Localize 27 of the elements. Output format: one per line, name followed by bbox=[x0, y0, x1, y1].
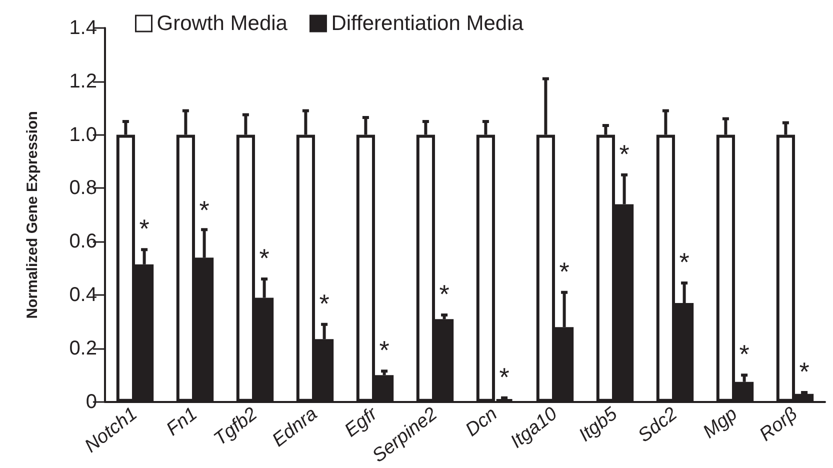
y-tick-label: 0.2 bbox=[69, 337, 97, 360]
y-tick-label: 0.8 bbox=[69, 177, 97, 200]
annotation: * bbox=[439, 279, 450, 310]
y-tick-label: 1.4 bbox=[69, 17, 97, 39]
y-tick-label: 0.4 bbox=[69, 284, 97, 306]
annotation: * bbox=[499, 362, 510, 392]
annotation: * bbox=[379, 335, 390, 366]
legend-label: Differentiation Media bbox=[331, 12, 524, 35]
y-axis-title: Normalized Gene Expression bbox=[24, 111, 41, 319]
x-tick-label: Dcn bbox=[462, 404, 502, 441]
y-tick-label: 0.6 bbox=[69, 230, 97, 253]
legend-label: Growth Media bbox=[156, 12, 288, 35]
x-tick-label: Mgp bbox=[699, 404, 742, 443]
annotation: * bbox=[799, 356, 810, 386]
x-tick-label: Fn1 bbox=[162, 404, 202, 440]
annotation: * bbox=[199, 194, 210, 225]
x-tick-label: Egfr bbox=[341, 403, 382, 442]
annotation: * bbox=[739, 339, 750, 370]
annotation: * bbox=[619, 138, 630, 169]
y-tick-label: 1.2 bbox=[69, 70, 97, 92]
annotation: * bbox=[319, 288, 330, 318]
annotation: * bbox=[139, 214, 150, 244]
y-tick-label: 0 bbox=[86, 390, 97, 413]
y-tick-label: 1.0 bbox=[69, 124, 97, 146]
annotation: * bbox=[559, 256, 570, 286]
annotation: * bbox=[259, 242, 270, 273]
annotation: * bbox=[679, 247, 690, 278]
